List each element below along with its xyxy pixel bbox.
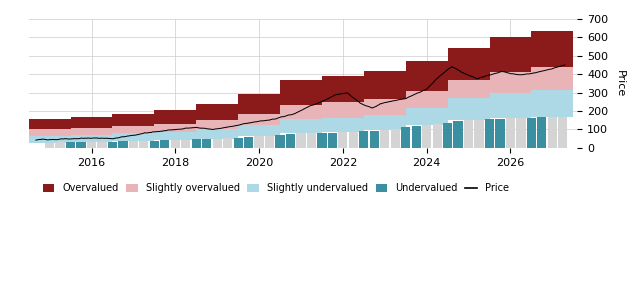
Bar: [558, 117, 568, 148]
Bar: [255, 136, 264, 148]
Bar: [87, 142, 96, 148]
Y-axis label: Price: Price: [615, 70, 625, 97]
Bar: [464, 120, 473, 148]
Bar: [339, 132, 348, 148]
Bar: [349, 131, 358, 148]
Bar: [401, 127, 410, 148]
Bar: [454, 121, 463, 148]
Bar: [359, 131, 369, 148]
Bar: [474, 120, 484, 148]
Bar: [412, 126, 421, 148]
Bar: [422, 125, 431, 148]
Bar: [516, 118, 525, 148]
Bar: [265, 136, 274, 148]
Bar: [506, 118, 515, 148]
Legend: Overvalued, Slightly overvalued, Slightly undervalued, Undervalued, Price: Overvalued, Slightly overvalued, Slightl…: [39, 179, 513, 197]
Bar: [443, 123, 452, 148]
Bar: [433, 124, 442, 148]
Bar: [66, 142, 75, 148]
Bar: [307, 133, 316, 148]
Bar: [181, 140, 190, 148]
Bar: [244, 137, 253, 148]
Bar: [485, 119, 494, 148]
Bar: [202, 139, 211, 148]
Bar: [76, 142, 86, 148]
Bar: [140, 141, 148, 148]
Bar: [370, 131, 379, 148]
Bar: [108, 142, 117, 148]
Bar: [286, 134, 295, 148]
Bar: [45, 143, 54, 148]
Bar: [527, 118, 536, 148]
Bar: [548, 117, 557, 148]
Bar: [328, 133, 337, 148]
Bar: [380, 130, 389, 148]
Bar: [212, 139, 222, 148]
Bar: [390, 129, 400, 148]
Bar: [97, 142, 107, 148]
Bar: [296, 134, 305, 148]
Bar: [275, 135, 285, 148]
Bar: [537, 117, 547, 148]
Bar: [171, 140, 180, 148]
Bar: [56, 142, 65, 148]
Bar: [150, 141, 159, 148]
Bar: [495, 119, 504, 148]
Bar: [191, 139, 201, 148]
Bar: [160, 140, 170, 148]
Bar: [234, 138, 243, 148]
Bar: [223, 138, 232, 148]
Bar: [317, 133, 326, 148]
Bar: [129, 141, 138, 148]
Bar: [118, 141, 127, 148]
